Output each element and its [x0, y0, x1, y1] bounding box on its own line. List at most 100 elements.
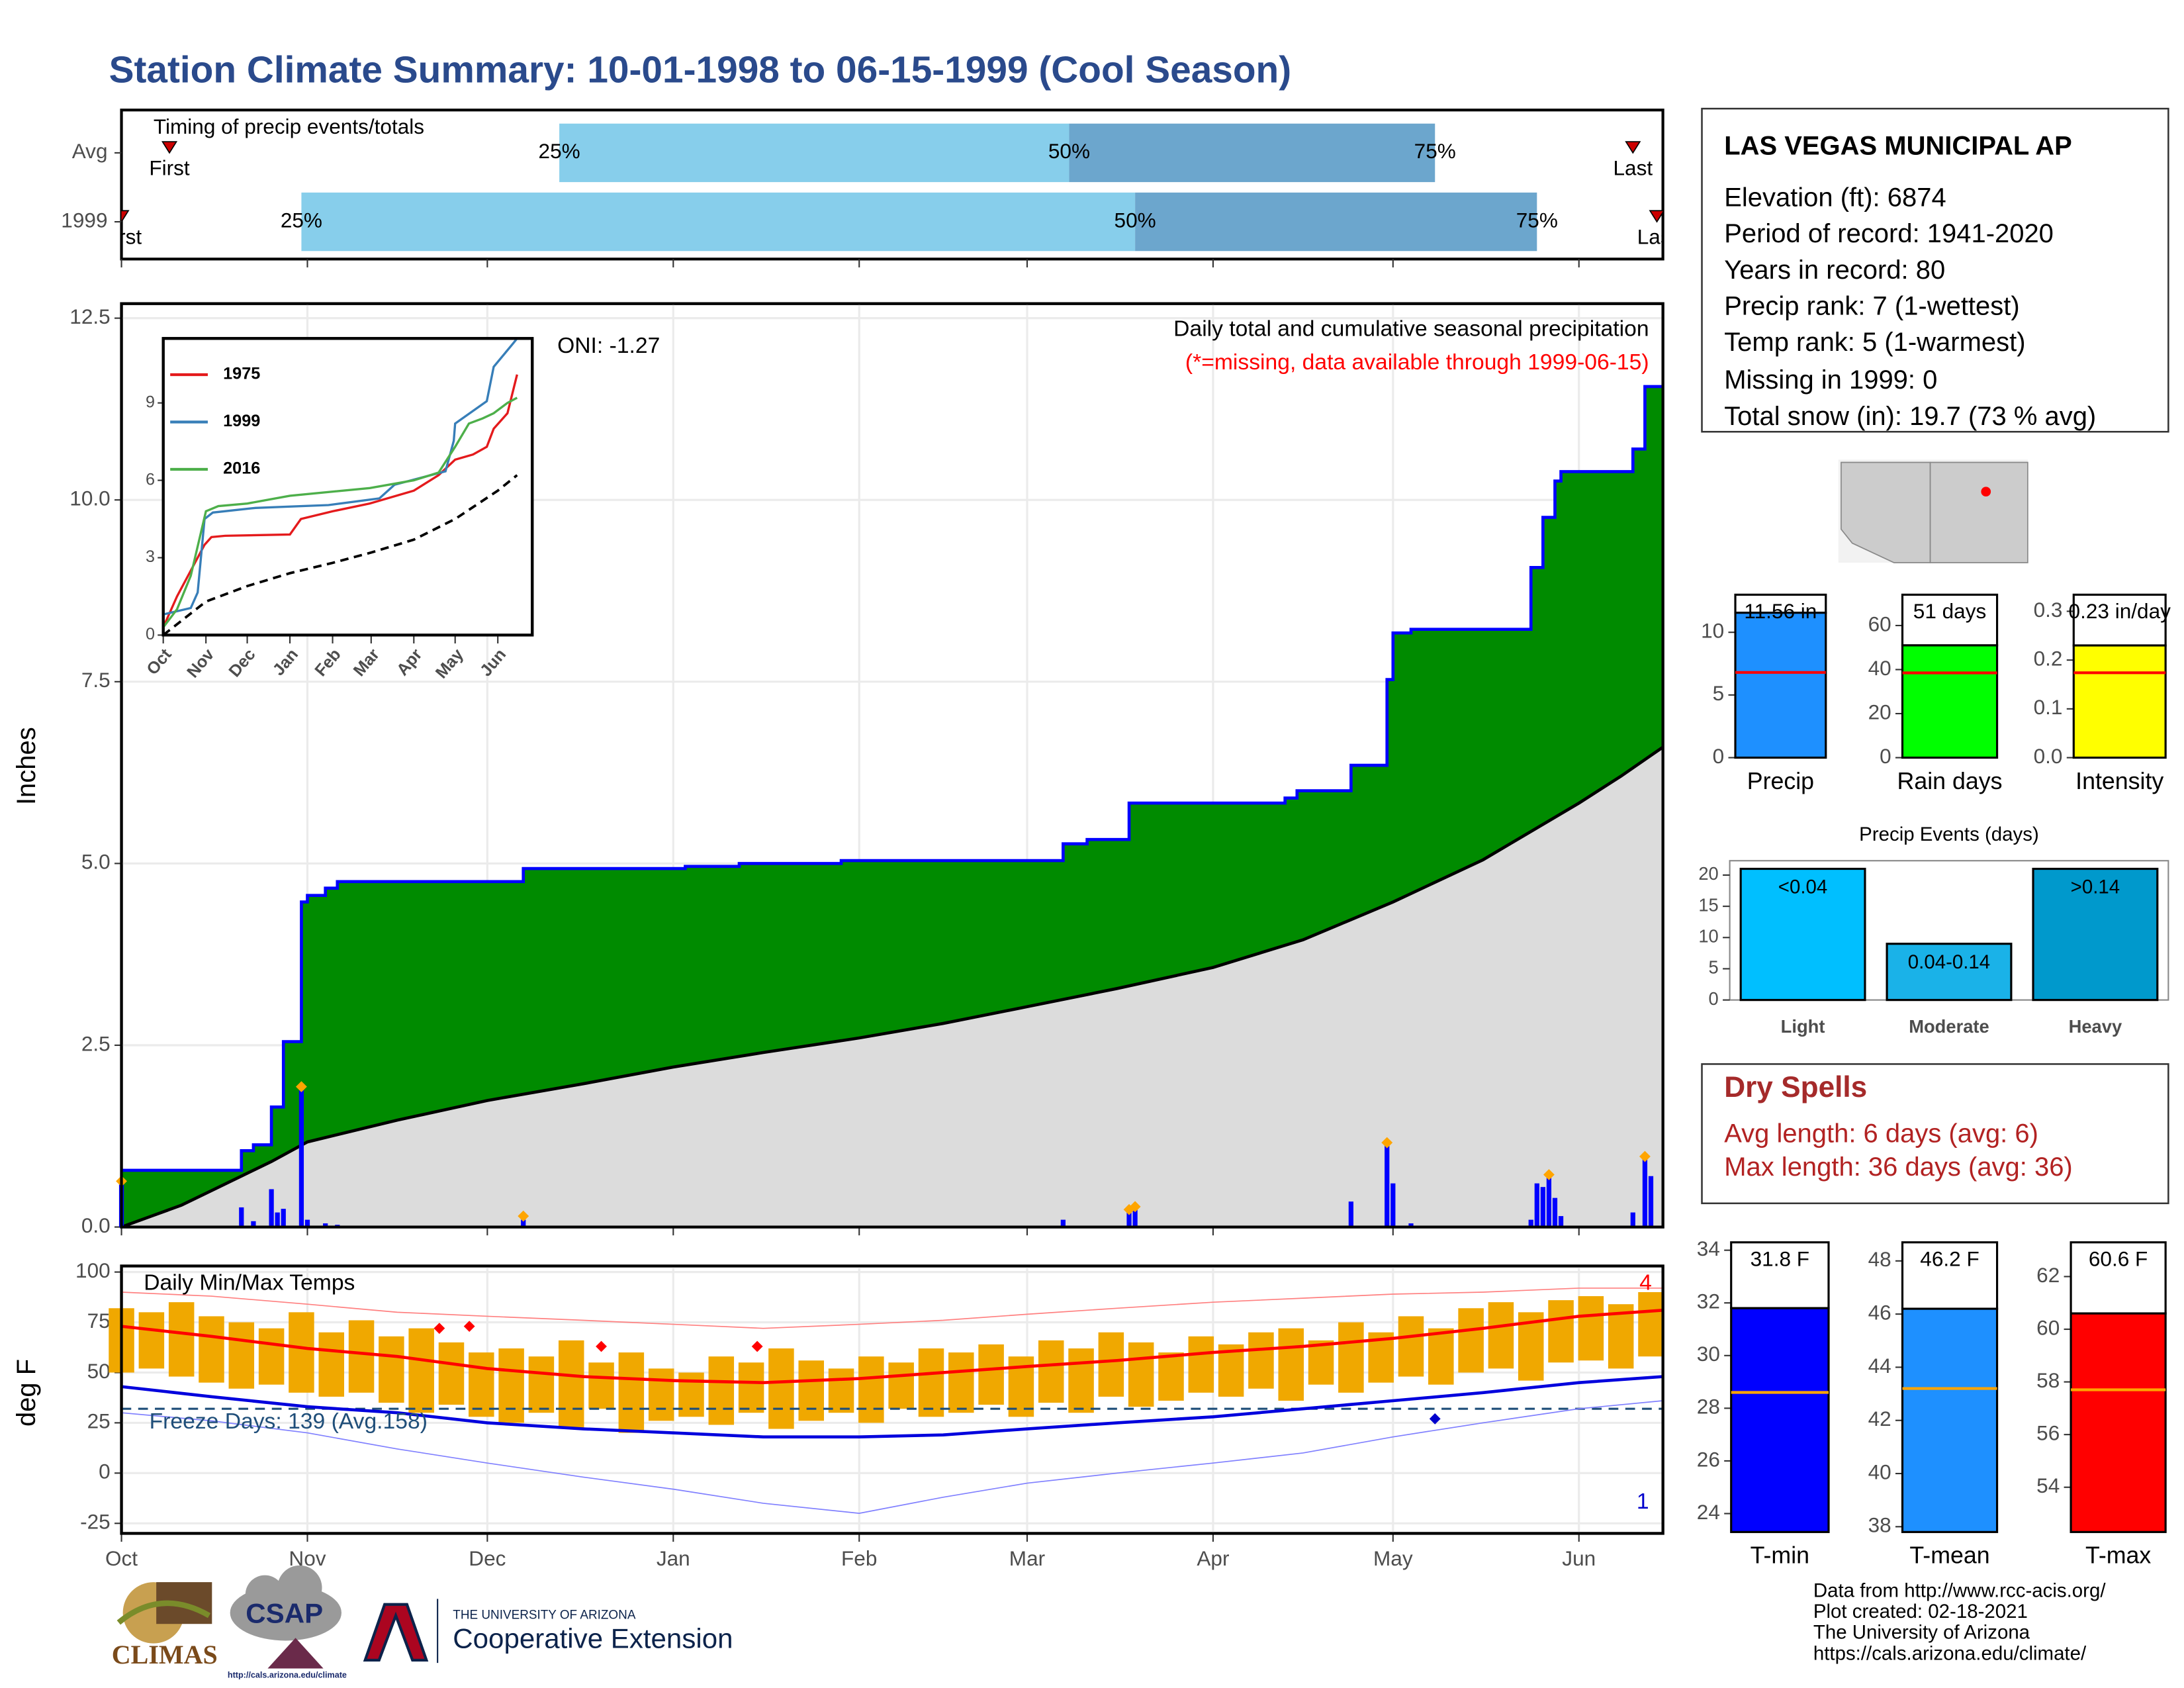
y-tick-label: 5.0: [81, 850, 111, 874]
temp-range-bar: [858, 1356, 884, 1423]
temp-range-bar: [348, 1320, 375, 1393]
record-point: [463, 1321, 475, 1333]
daily-bar: [1126, 1212, 1132, 1227]
temp-range-bar: [1458, 1308, 1484, 1373]
temp-line: [121, 1288, 1663, 1329]
quartile-bar: [559, 123, 1069, 183]
temp-range-bar: [948, 1352, 974, 1413]
ua-text: THE UNIVERSITY OF ARIZONA: [453, 1609, 636, 1622]
bar: [1901, 644, 1999, 759]
event-label: First: [101, 225, 142, 249]
y-tick-label: 30: [1697, 1342, 1720, 1366]
temp-range-bar: [1638, 1291, 1664, 1357]
daily-bar: [1132, 1209, 1138, 1227]
y-tick-label: 25: [87, 1409, 111, 1433]
bar: [2072, 644, 2167, 759]
y-tick-label: 20: [1868, 700, 1891, 724]
temp-range-bar: [1158, 1352, 1184, 1401]
x-tick-label: Jan: [657, 1546, 690, 1570]
label-box: [2070, 1241, 2167, 1315]
daily-bar: [239, 1207, 244, 1227]
value-label: 0.23 in/day: [2069, 599, 2171, 623]
bar: [1734, 612, 1827, 759]
record-point: [1429, 1413, 1441, 1425]
temp-range-bar: [1428, 1328, 1454, 1385]
record-high-count: 4: [1639, 1271, 1652, 1295]
x-tick-label: May: [1373, 1546, 1413, 1570]
daily-bar: [1558, 1216, 1564, 1227]
inset-frame: [161, 337, 534, 637]
temp-range-bar: [1278, 1328, 1304, 1401]
y-tick-label: 2.5: [81, 1031, 111, 1055]
temp-range-bar: [768, 1348, 794, 1429]
temp-range-bar: [408, 1328, 434, 1413]
ua-logo: THE UNIVERSITY OF ARIZONA Cooperative Ex…: [363, 1599, 733, 1664]
temp-range-bar: [708, 1356, 735, 1425]
y-tick-label: 10.0: [69, 487, 110, 510]
daily-bar: [1390, 1183, 1396, 1227]
x-tick-label: Oct: [105, 1546, 138, 1570]
timing-title: Timing of precip events/totals: [154, 115, 424, 138]
station-line: Period of record: 1941-2020: [1724, 219, 2054, 248]
y-tick-label: 38: [1868, 1513, 1891, 1537]
temp-range-bar: [558, 1340, 584, 1429]
y-axis-label: Inches: [12, 727, 41, 805]
daily-bar: [1385, 1145, 1390, 1227]
extension-text: Cooperative Extension: [453, 1623, 733, 1654]
temp-range-bar: [1248, 1332, 1274, 1389]
label-box: [1901, 593, 1999, 647]
temp-range-bar: [738, 1362, 764, 1413]
daily-bar: [1648, 1176, 1654, 1227]
legend-label: 1999: [223, 412, 260, 430]
annotation: Freeze Days: 139 (Avg.158): [150, 1409, 428, 1434]
temp-range-bar: [918, 1348, 944, 1417]
y-tick-label: 28: [1697, 1395, 1720, 1419]
y-tick-label: -25: [80, 1510, 111, 1534]
record-point: [596, 1340, 607, 1352]
temp-range-bar: [199, 1316, 224, 1383]
x-tick-label: Nov: [289, 1546, 326, 1570]
csap-logo: CSAP http://cals.arizona.edu/climate: [228, 1565, 347, 1679]
y-tick-label: 50: [87, 1359, 111, 1383]
y-tick-label: 0: [99, 1460, 111, 1483]
station-box: [1701, 107, 2169, 433]
daily-bar: [304, 1219, 310, 1227]
temp-range-bar: [1398, 1316, 1424, 1377]
x-tick-label: Dec: [469, 1546, 506, 1570]
category-label: T-max: [2085, 1542, 2151, 1569]
temp-range-bar: [1308, 1340, 1334, 1385]
value-label: 11.56 in: [1744, 599, 1817, 623]
footer-line: Plot created: 02-18-2021: [1813, 1601, 2028, 1622]
y-tick-label: 0: [1709, 988, 1719, 1009]
series-line: [163, 338, 518, 616]
station-line: Temp rank: 5 (1-warmest): [1724, 328, 2025, 357]
station-line: Precip rank: 7 (1-wettest): [1724, 292, 2019, 321]
temp-range-bar: [1068, 1348, 1094, 1413]
temp-range-bar: [528, 1356, 555, 1413]
legend-label: 1975: [223, 365, 260, 383]
csap-text: CSAP: [246, 1598, 323, 1629]
point: [1381, 1137, 1393, 1149]
quartile-bar: [1135, 192, 1537, 252]
annotation: ONI: -1.27: [557, 334, 660, 358]
temp-line: [121, 1375, 1663, 1438]
y-tick-label: 0.0: [81, 1213, 111, 1237]
event-label: First: [149, 156, 190, 179]
y-tick-label: 7.5: [81, 668, 111, 692]
y-tick-label: 34: [1697, 1237, 1720, 1260]
category-label: T-mean: [1909, 1542, 1989, 1569]
quartile-label: 75%: [1516, 208, 1558, 232]
y-tick-label: 12.5: [69, 305, 110, 328]
footer-line: Data from http://www.rcc-acis.org/: [1813, 1580, 2106, 1602]
category-label: Light: [1781, 1016, 1825, 1037]
category-label: Heavy: [2069, 1016, 2122, 1037]
y-tick-label: 75: [87, 1309, 111, 1333]
quartile-label: 25%: [281, 208, 322, 232]
daily-bar: [1630, 1212, 1635, 1227]
row-label: 1999: [61, 208, 107, 232]
legend-label: 2016: [223, 459, 260, 478]
daily-bar: [1528, 1219, 1533, 1227]
temp-range-bar: [1548, 1300, 1574, 1363]
temp-range-bar: [888, 1362, 914, 1409]
